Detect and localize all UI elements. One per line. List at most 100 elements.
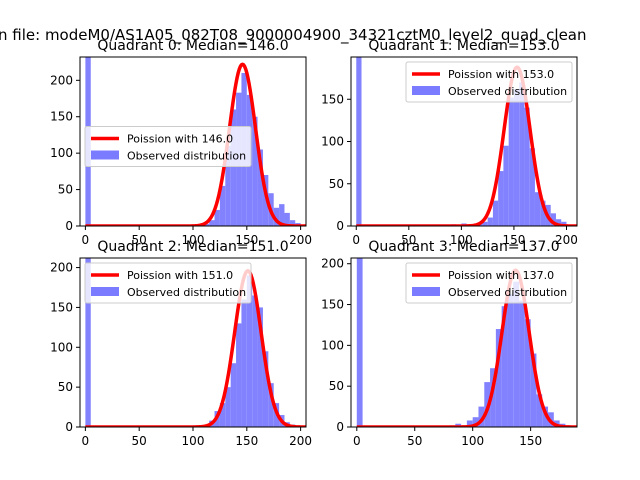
panel-title: Quadrant 3: Median=137.0	[368, 239, 559, 255]
y-tick-label: 150	[321, 92, 344, 106]
legend-label-observed: Observed distribution	[448, 286, 567, 299]
y-tick-label: 50	[58, 183, 73, 197]
x-tick-label: 200	[289, 233, 312, 247]
x-tick-label: 150	[235, 233, 258, 247]
histogram-bar	[490, 368, 496, 427]
histogram-bar	[540, 200, 546, 226]
histogram-bar	[236, 323, 242, 427]
y-tick-label: 0	[65, 219, 73, 233]
histogram-bar	[257, 149, 263, 226]
panel-title: Quadrant 0: Median=146.0	[97, 38, 288, 54]
quadrant-0-plot: 0 50 100 150 200 0 50 100 150 200 Quadrant 0: Medi…	[50, 38, 312, 247]
histogram-bar	[268, 383, 274, 427]
y-tick-label: 200	[50, 73, 73, 87]
x-tick-label: 50	[407, 434, 422, 448]
legend-label-poisson: Poission with 153.0	[448, 68, 554, 81]
x-tick-label: 0	[82, 233, 90, 247]
legend-label-observed: Observed distribution	[127, 150, 246, 163]
legend-label-poisson: Poission with 137.0	[448, 269, 554, 282]
panel-title: Quadrant 1: Median=153.0	[368, 38, 559, 54]
histogram-bar	[241, 299, 247, 427]
histogram-bar	[519, 300, 525, 427]
x-tick-label: 0	[352, 233, 360, 247]
y-tick-label: 50	[58, 380, 73, 394]
histogram-bar	[513, 89, 520, 226]
legend: Poission with 153.0 Observed distribution	[405, 61, 573, 103]
x-tick-label: 150	[502, 233, 525, 247]
histogram-bar	[534, 192, 541, 226]
histogram-bar	[230, 363, 237, 427]
y-tick-label: 50	[329, 379, 344, 393]
quadrant-2-plot: 0 50 100 150 200 0 50 100 150 200 Quadrant 2: Medi…	[50, 239, 312, 448]
histogram-bar	[507, 293, 514, 427]
histogram-bar	[519, 82, 525, 226]
legend: Poission with 146.0 Observed distribution	[84, 126, 252, 167]
legend-label-observed: Observed distribution	[127, 286, 246, 299]
x-tick-label: 100	[182, 233, 205, 247]
histogram-bar	[472, 417, 479, 427]
y-tick-label: 0	[336, 219, 344, 233]
y-tick-label: 100	[321, 135, 344, 149]
histogram-bar	[498, 171, 504, 226]
histogram-bar	[257, 307, 263, 427]
x-tick-label: 150	[519, 434, 542, 448]
y-tick-label: 50	[329, 177, 344, 191]
histogram-bar	[262, 351, 269, 427]
y-tick-label: 100	[50, 146, 73, 160]
y-tick-label: 200	[321, 257, 344, 271]
histogram-bar	[487, 217, 493, 226]
histogram-bar	[279, 204, 285, 226]
y-tick-label: 200	[50, 261, 73, 275]
x-tick-label: 200	[289, 434, 312, 448]
histogram-bar	[482, 221, 488, 226]
x-tick-label: 50	[401, 233, 416, 247]
y-tick-label: 150	[50, 300, 73, 314]
histogram-bar	[530, 353, 537, 427]
x-tick-label: 50	[132, 233, 147, 247]
histogram-bar	[289, 220, 296, 226]
legend-hist-swatch	[412, 287, 440, 296]
histogram-bar	[356, 258, 363, 427]
histogram-bar	[561, 221, 567, 226]
x-tick-label: 0	[82, 434, 90, 448]
histogram-bar	[356, 57, 362, 226]
y-tick-label: 100	[321, 338, 344, 352]
histogram-bar	[262, 175, 269, 226]
histogram-bar	[252, 116, 258, 226]
histogram-bar	[524, 319, 531, 427]
legend: Poission with 151.0 Observed distribution	[84, 262, 252, 304]
histogram-bar	[284, 212, 290, 226]
histogram-bar	[478, 406, 485, 427]
histogram-bar	[524, 107, 530, 226]
histogram-bar	[252, 295, 258, 427]
x-tick-label: 0	[353, 434, 361, 448]
histogram-bar	[536, 394, 543, 427]
histogram-bar	[466, 420, 473, 427]
histogram-bar	[555, 219, 562, 226]
histogram-bar	[501, 306, 508, 427]
panel-title: Quadrant 2: Median=151.0	[97, 239, 288, 255]
histogram-bar	[550, 213, 556, 226]
histogram-bar	[225, 387, 231, 427]
histogram-bar	[492, 200, 499, 226]
histogram-bar	[225, 145, 231, 226]
quadrant-3-plot: 0 50 100 150 0 50 100 150 200 Quadrant 3: Median=…	[321, 239, 578, 448]
histogram-bar	[273, 207, 280, 226]
histogram-bar	[219, 185, 226, 226]
histogram-bar	[203, 223, 210, 226]
histogram-bar	[214, 209, 220, 226]
legend-box	[405, 262, 573, 304]
histogram-bar	[246, 275, 253, 427]
histogram-bar	[495, 329, 502, 427]
histogram-bar	[513, 281, 520, 427]
histogram-bar	[219, 403, 226, 427]
x-tick-label: 150	[235, 434, 258, 448]
y-tick-label: 0	[65, 420, 73, 434]
legend-label-poisson: Poission with 151.0	[127, 269, 233, 282]
y-tick-label: 0	[336, 420, 344, 434]
x-tick-label: 100	[450, 233, 473, 247]
legend-hist-swatch	[91, 287, 119, 296]
x-tick-label: 50	[132, 434, 147, 448]
legend-box	[84, 126, 252, 167]
